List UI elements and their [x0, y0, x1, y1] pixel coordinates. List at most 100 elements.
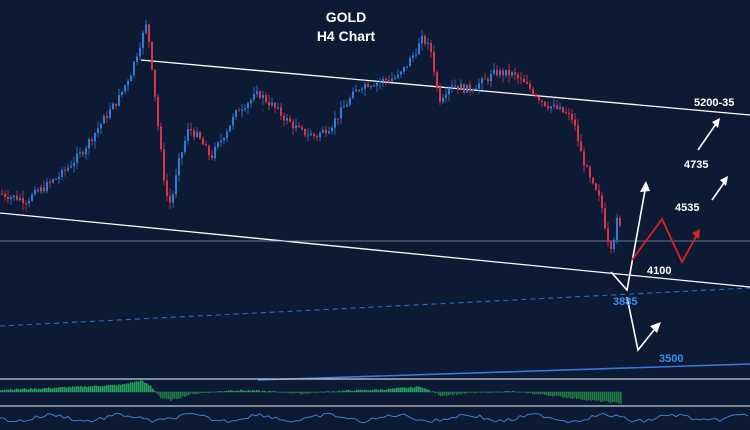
candle-body [391, 78, 393, 82]
candle-body [163, 149, 165, 181]
macd-bar [314, 392, 316, 393]
candle-body [268, 101, 270, 106]
macd-bar [210, 391, 212, 393]
candle-body [136, 56, 138, 62]
candle-body [397, 74, 399, 78]
candle-body [376, 82, 378, 86]
macd-bar [446, 392, 448, 396]
macd-bar [166, 392, 168, 400]
macd-bar [60, 387, 62, 392]
candle-body [289, 117, 291, 122]
candle-body [526, 82, 528, 84]
candle-body [484, 78, 486, 80]
macd-bar [42, 388, 44, 392]
macd-bar [496, 391, 498, 393]
macd-bar [58, 387, 60, 392]
candle-body [43, 187, 45, 192]
macd-bar [548, 392, 550, 396]
candle-body [451, 85, 453, 89]
channel-lower-line [0, 212, 750, 288]
macd-bar [158, 392, 160, 396]
macd-bar [344, 390, 346, 392]
macd-bar [466, 392, 468, 394]
macd-bar [30, 388, 32, 392]
macd-bar [546, 392, 548, 396]
candle-body [550, 106, 552, 109]
candle-body [388, 80, 390, 82]
candle-body [217, 142, 219, 147]
candle-body [22, 198, 24, 204]
macd-bar [14, 389, 16, 392]
candle-body [610, 241, 612, 250]
candle-body [475, 88, 477, 90]
macd-bar [224, 391, 226, 392]
macd-bar [84, 386, 86, 392]
candle-body [535, 94, 537, 97]
macd-bar [514, 391, 516, 393]
macd-bar [386, 389, 388, 392]
macd-bar [310, 392, 312, 394]
macd-bar [452, 392, 454, 396]
macd-bar [88, 386, 90, 392]
macd-bar [228, 390, 230, 392]
projection-path-up [610, 184, 647, 292]
candle-body [133, 61, 135, 76]
candle-body [280, 107, 282, 116]
macd-bar [148, 385, 150, 392]
candle-body [283, 115, 285, 121]
macd-bar [134, 381, 136, 392]
macd-bar [528, 392, 530, 393]
macd-bar [402, 387, 404, 392]
macd-bar [8, 389, 10, 392]
macd-bar [612, 392, 614, 403]
macd-bar [362, 390, 364, 392]
macd-bar [80, 385, 82, 392]
macd-bar [396, 387, 398, 392]
macd-bar [364, 389, 366, 392]
candle-body [616, 217, 618, 240]
macd-bar [534, 392, 536, 395]
candle-body [298, 125, 300, 128]
macd-bar [50, 388, 52, 392]
candle-body [235, 110, 237, 117]
macd-bar [390, 388, 392, 392]
macd-bar [184, 392, 186, 397]
macd-bar [490, 392, 492, 393]
macd-bar [146, 383, 148, 392]
candle-body [412, 55, 414, 58]
macd-bar [414, 387, 416, 392]
macd-bar [340, 391, 342, 392]
macd-bar [192, 392, 194, 394]
candle-body [517, 74, 519, 79]
candle-body [514, 72, 516, 75]
candle-body [109, 109, 111, 118]
macd-bar [0, 390, 2, 392]
macd-bar [530, 392, 532, 394]
macd-bar [488, 392, 490, 394]
level-label-4535: 4535 [675, 202, 699, 214]
candles-layer [1, 19, 621, 254]
candle-body [400, 71, 402, 75]
candle-body [67, 167, 69, 171]
candle-body [415, 54, 417, 56]
macd-bar [196, 392, 198, 395]
macd-bar [154, 390, 156, 392]
candle-body [142, 32, 144, 48]
candle-body [355, 89, 357, 92]
macd-bar [204, 392, 206, 393]
candle-body [100, 123, 102, 129]
candle-body [115, 103, 117, 106]
candle-body [139, 47, 141, 57]
candle-body [325, 129, 327, 134]
macd-bar [562, 392, 564, 398]
candle-body [442, 97, 444, 103]
macd-bar [318, 392, 320, 393]
macd-bar [264, 390, 266, 392]
macd-bar [312, 392, 314, 393]
macd-bar [208, 392, 210, 394]
candle-body [553, 104, 555, 107]
macd-bar [564, 392, 566, 398]
macd-bar [234, 390, 236, 392]
macd-bar [524, 392, 526, 393]
macd-bar [254, 390, 256, 392]
